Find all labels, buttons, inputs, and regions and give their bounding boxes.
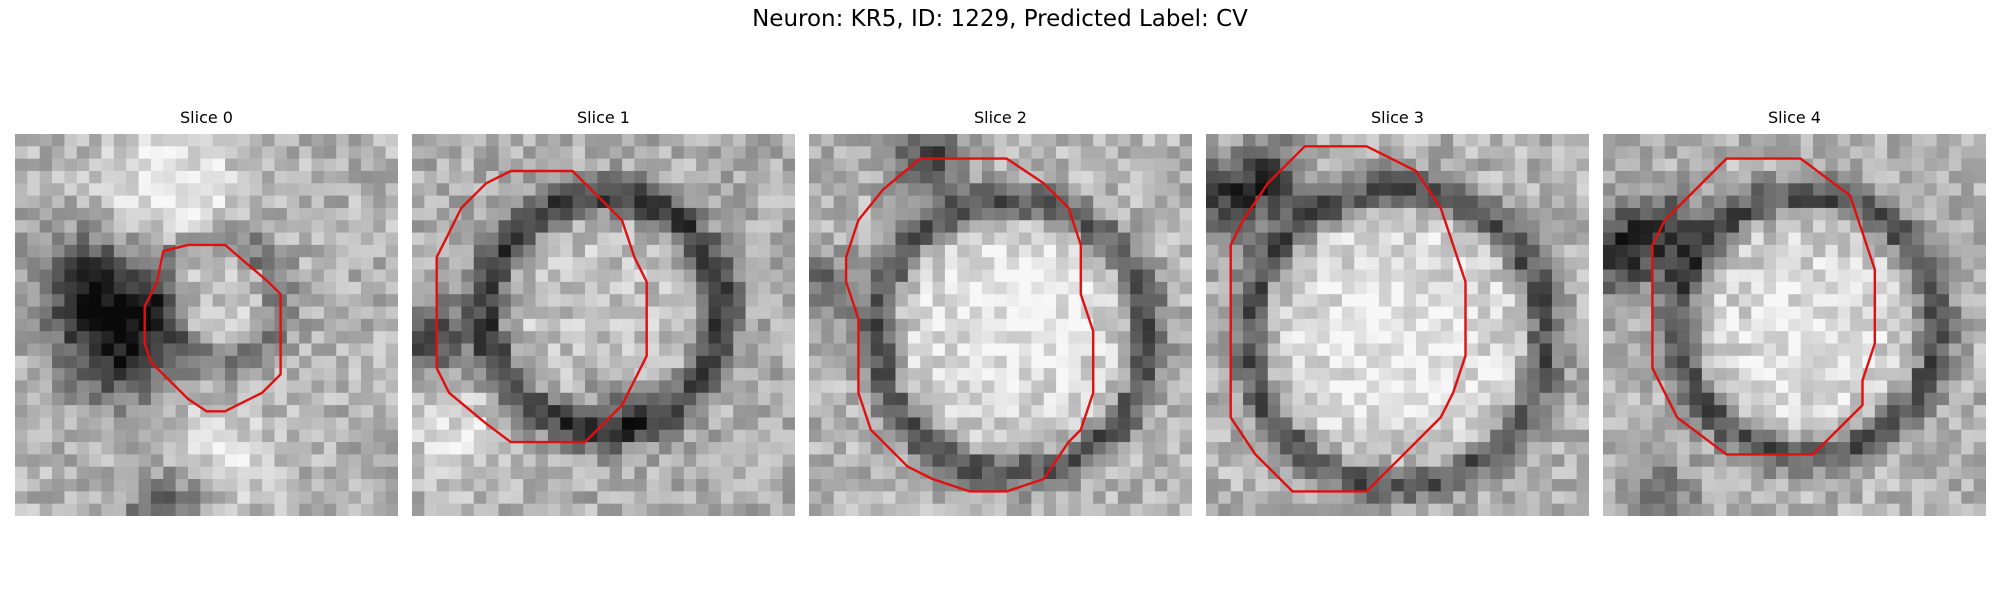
slice-panel-2: Slice 2 bbox=[809, 108, 1192, 514]
slice-title-2: Slice 2 bbox=[809, 108, 1192, 127]
slice-title-4: Slice 4 bbox=[1603, 108, 1986, 127]
slice-image-4 bbox=[1603, 134, 1986, 516]
slice-image-3 bbox=[1206, 134, 1589, 516]
slice-image-1 bbox=[412, 134, 795, 516]
slice-image-2 bbox=[809, 134, 1192, 516]
slice-title-1: Slice 1 bbox=[412, 108, 795, 127]
slice-image-0 bbox=[15, 134, 398, 516]
figure-title: Neuron: KR5, ID: 1229, Predicted Label: … bbox=[0, 6, 2000, 32]
slice-title-3: Slice 3 bbox=[1206, 108, 1589, 127]
slice-panel-3: Slice 3 bbox=[1206, 108, 1589, 514]
slice-panel-4: Slice 4 bbox=[1603, 108, 1986, 514]
slice-panel-0: Slice 0 bbox=[15, 108, 398, 514]
slice-panel-1: Slice 1 bbox=[412, 108, 795, 514]
slice-title-0: Slice 0 bbox=[15, 108, 398, 127]
